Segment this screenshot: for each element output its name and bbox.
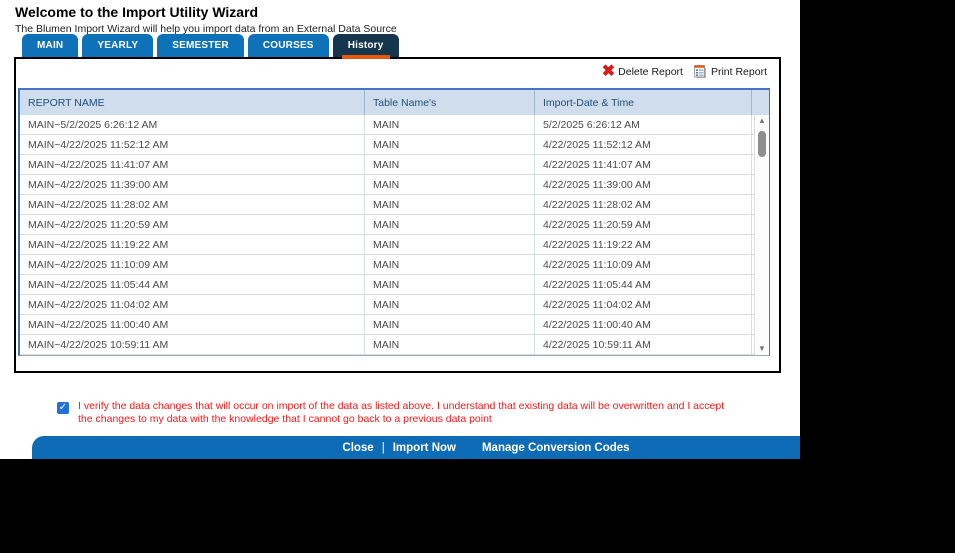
table-body: MAIN~5/2/2025 6:26:12 AM MAIN 5/2/2025 6…: [18, 115, 770, 356]
table-row[interactable]: MAIN~4/22/2025 11:52:12 AM MAIN 4/22/202…: [20, 135, 769, 155]
delete-report-label: Delete Report: [618, 65, 683, 78]
tab-main[interactable]: MAIN: [22, 34, 79, 57]
cell-import-date: 4/22/2025 11:04:02 AM: [535, 295, 752, 314]
column-header-spacer: [752, 90, 768, 115]
page-title: Welcome to the Import Utility Wizard: [15, 4, 259, 20]
verify-section: ✓ I verify the data changes that will oc…: [57, 400, 726, 426]
cell-report-name: MAIN~4/22/2025 11:39:00 AM: [20, 175, 365, 194]
cell-report-name: MAIN~4/22/2025 11:41:07 AM: [20, 155, 365, 174]
tab-courses[interactable]: COURSES: [247, 34, 329, 57]
table-row[interactable]: MAIN~4/22/2025 11:19:22 AM MAIN 4/22/202…: [20, 235, 769, 255]
delete-report-button[interactable]: ✖ Delete Report: [601, 62, 683, 80]
tab-yearly[interactable]: YEARLY: [82, 34, 154, 57]
cell-import-date: 4/22/2025 11:00:40 AM: [535, 315, 752, 334]
table-row[interactable]: MAIN~4/22/2025 11:20:59 AM MAIN 4/22/202…: [20, 215, 769, 235]
scroll-up-icon[interactable]: ▲: [758, 116, 766, 125]
cell-report-name: MAIN~4/22/2025 11:19:22 AM: [20, 235, 365, 254]
report-toolbar: ✖ Delete Report: [601, 62, 767, 80]
cell-report-name: MAIN~4/22/2025 11:10:09 AM: [20, 255, 365, 274]
footer-action-bar: Close | Import Now Manage Conversion Cod…: [32, 436, 800, 459]
cell-import-date: 4/22/2025 11:39:00 AM: [535, 175, 752, 194]
cell-table-name: MAIN: [365, 215, 535, 234]
table-row[interactable]: MAIN~4/22/2025 10:59:11 AM MAIN 4/22/202…: [20, 335, 769, 355]
cell-import-date: 4/22/2025 11:19:22 AM: [535, 235, 752, 254]
tab-history[interactable]: History: [332, 34, 399, 59]
cell-import-date: 4/22/2025 11:28:02 AM: [535, 195, 752, 214]
tab-main-label: MAIN: [37, 40, 64, 51]
cell-report-name: MAIN~5/2/2025 6:26:12 AM: [20, 115, 365, 134]
cell-table-name: MAIN: [365, 295, 535, 314]
table-row[interactable]: MAIN~4/22/2025 11:41:07 AM MAIN 4/22/202…: [20, 155, 769, 175]
page-subtitle: The Blumen Import Wizard will help you i…: [15, 23, 397, 35]
import-now-button[interactable]: Import Now: [392, 441, 456, 454]
table-row[interactable]: MAIN~5/2/2025 6:26:12 AM MAIN 5/2/2025 6…: [20, 115, 769, 135]
cell-table-name: MAIN: [365, 115, 535, 134]
verify-text: I verify the data changes that will occu…: [78, 400, 725, 425]
cell-import-date: 4/22/2025 10:59:11 AM: [535, 335, 752, 354]
verify-checkbox[interactable]: ✓: [57, 402, 69, 414]
cell-table-name: MAIN: [365, 235, 535, 254]
table-row[interactable]: MAIN~4/22/2025 11:00:40 AM MAIN 4/22/202…: [20, 315, 769, 335]
history-panel: ✖ Delete Report: [14, 57, 781, 373]
cell-report-name: MAIN~4/22/2025 10:59:11 AM: [20, 335, 365, 354]
tab-yearly-label: YEARLY: [97, 40, 139, 51]
table-row[interactable]: MAIN~4/22/2025 11:05:44 AM MAIN 4/22/202…: [20, 275, 769, 295]
footer-separator: |: [381, 441, 385, 454]
tab-courses-label: COURSES: [262, 40, 314, 51]
active-tab-indicator: [341, 55, 390, 59]
tab-semester-label: SEMESTER: [172, 40, 229, 51]
cell-table-name: MAIN: [365, 275, 535, 294]
cell-table-name: MAIN: [365, 155, 535, 174]
scrollbar-thumb[interactable]: [758, 131, 766, 157]
cell-report-name: MAIN~4/22/2025 11:05:44 AM: [20, 275, 365, 294]
import-wizard-window: Welcome to the Import Utility Wizard The…: [0, 0, 800, 459]
cell-report-name: MAIN~4/22/2025 11:20:59 AM: [20, 215, 365, 234]
cell-report-name: MAIN~4/22/2025 11:52:12 AM: [20, 135, 365, 154]
table-scrollbar[interactable]: ▲ ▼: [754, 115, 769, 355]
cell-report-name: MAIN~4/22/2025 11:00:40 AM: [20, 315, 365, 334]
print-report-icon: [693, 64, 708, 79]
cell-import-date: 4/22/2025 11:41:07 AM: [535, 155, 752, 174]
tab-bar: MAIN YEARLY SEMESTER COURSES History: [22, 34, 399, 59]
screen-black-area-bottom: [0, 459, 955, 553]
table-row[interactable]: MAIN~4/22/2025 11:39:00 AM MAIN 4/22/202…: [20, 175, 769, 195]
scroll-down-icon[interactable]: ▼: [758, 344, 766, 353]
cell-table-name: MAIN: [365, 255, 535, 274]
cell-table-name: MAIN: [365, 135, 535, 154]
tab-history-label: History: [347, 40, 384, 51]
cell-import-date: 4/22/2025 11:10:09 AM: [535, 255, 752, 274]
cell-import-date: 4/22/2025 11:05:44 AM: [535, 275, 752, 294]
cell-import-date: 4/22/2025 11:20:59 AM: [535, 215, 752, 234]
cell-report-name: MAIN~4/22/2025 11:04:02 AM: [20, 295, 365, 314]
history-table: REPORT NAME Table Name's Import-Date & T…: [18, 88, 770, 356]
print-report-label: Print Report: [710, 65, 767, 78]
cell-table-name: MAIN: [365, 195, 535, 214]
manage-conversion-codes-button[interactable]: Manage Conversion Codes: [481, 441, 630, 454]
cell-table-name: MAIN: [365, 315, 535, 334]
cell-import-date: 4/22/2025 11:52:12 AM: [535, 135, 752, 154]
table-row[interactable]: MAIN~4/22/2025 11:28:02 AM MAIN 4/22/202…: [20, 195, 769, 215]
column-header-report-name[interactable]: REPORT NAME: [20, 90, 365, 115]
column-header-table-name[interactable]: Table Name's: [365, 90, 535, 115]
delete-x-icon: ✖: [601, 62, 616, 80]
cell-import-date: 5/2/2025 6:26:12 AM: [535, 115, 752, 134]
cell-table-name: MAIN: [365, 175, 535, 194]
table-row[interactable]: MAIN~4/22/2025 11:04:02 AM MAIN 4/22/202…: [20, 295, 769, 315]
column-header-import-date[interactable]: Import-Date & Time: [535, 90, 752, 115]
cell-table-name: MAIN: [365, 335, 535, 354]
table-header-row: REPORT NAME Table Name's Import-Date & T…: [18, 88, 770, 115]
tab-semester[interactable]: SEMESTER: [157, 34, 244, 57]
table-row[interactable]: MAIN~4/22/2025 11:10:09 AM MAIN 4/22/202…: [20, 255, 769, 275]
cell-report-name: MAIN~4/22/2025 11:28:02 AM: [20, 195, 365, 214]
print-report-button[interactable]: Print Report: [693, 64, 767, 79]
close-button[interactable]: Close: [342, 441, 374, 454]
